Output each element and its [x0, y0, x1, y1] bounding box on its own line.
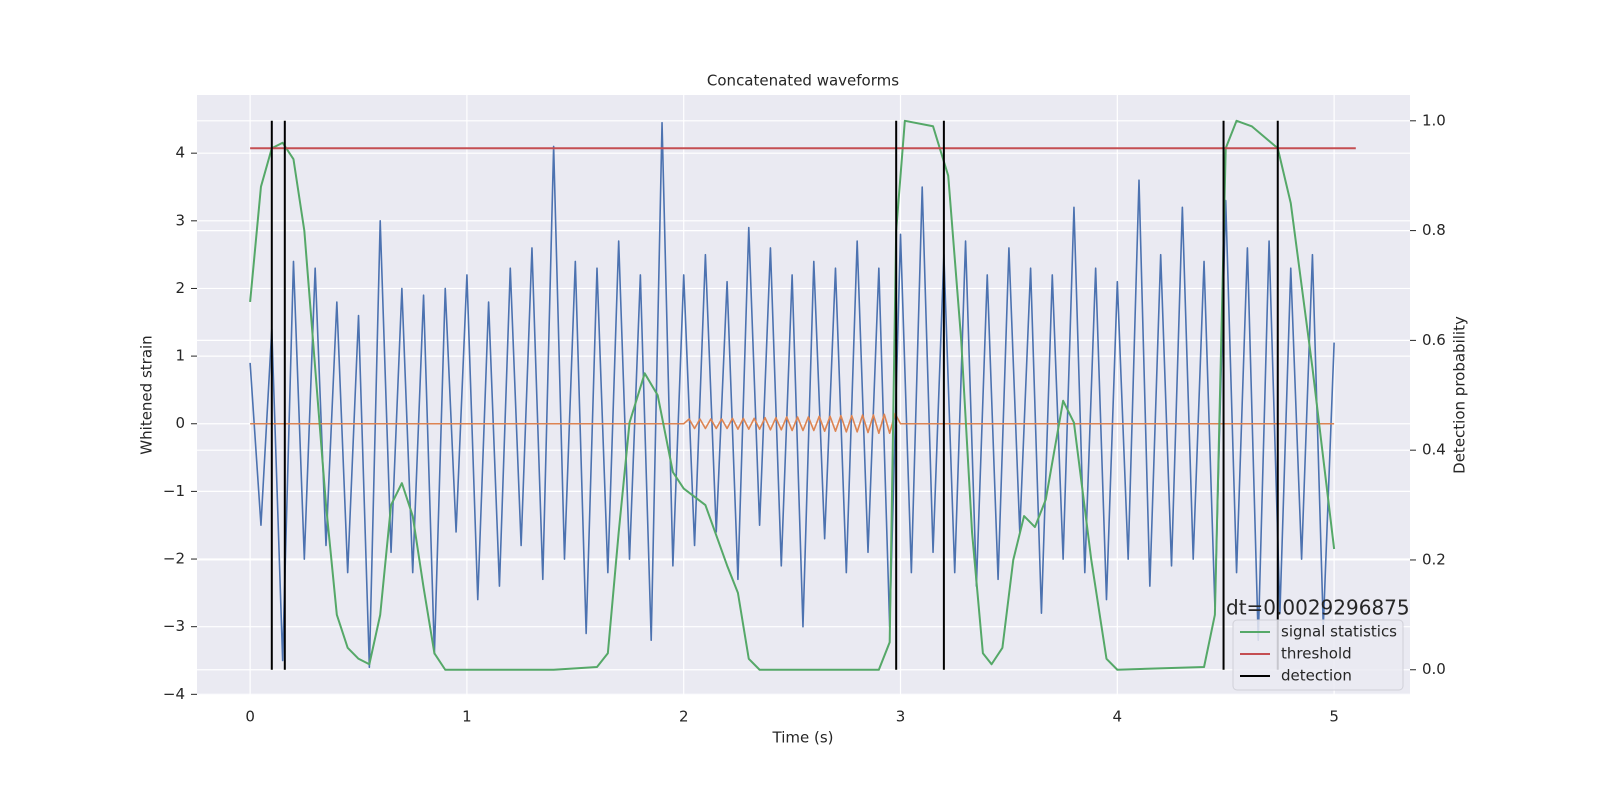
- series-line: [249, 121, 1335, 669]
- y-tick-label: −1: [163, 482, 185, 500]
- legend: signal statistics threshold detection: [1232, 619, 1404, 691]
- x-tick-label: 1: [462, 708, 472, 726]
- x-tick-label: 4: [1113, 708, 1123, 726]
- chart-title: Concatenated waveforms: [707, 72, 899, 90]
- y-tick-label: 3: [175, 211, 185, 229]
- y-tick-label: 0: [175, 414, 185, 432]
- x-tick-label: 2: [679, 708, 689, 726]
- x-tick-label: 3: [896, 708, 906, 726]
- y2-tick-label: 0.6: [1422, 331, 1446, 349]
- x-tick-label: 5: [1329, 708, 1339, 726]
- y-axis-label: Whitened strain: [138, 335, 156, 454]
- y2-tick-label: 1.0: [1422, 111, 1446, 129]
- y-tick-label: −2: [163, 550, 185, 568]
- x-axis-label: Time (s): [772, 729, 834, 747]
- y-tick-label: 2: [175, 279, 185, 297]
- legend-label: detection: [1281, 667, 1352, 685]
- y-tick-label: −4: [163, 685, 185, 703]
- y2-axis-label: Detection probability: [1451, 316, 1469, 474]
- legend-box: [1232, 619, 1404, 691]
- legend-label: signal statistics: [1281, 623, 1397, 641]
- y2-tick-label: 0.8: [1422, 221, 1446, 239]
- series-line: [250, 412, 1335, 435]
- y-tick-label: 4: [175, 144, 185, 162]
- y-tick-label: 1: [175, 347, 185, 365]
- series-line: [249, 119, 1336, 671]
- y-tick-label: −3: [163, 617, 185, 635]
- y2-tick-label: 0.0: [1422, 660, 1446, 678]
- legend-label: threshold: [1281, 645, 1352, 663]
- marks: [249, 119, 1356, 671]
- y2-tick-label: 0.2: [1422, 550, 1446, 568]
- x-tick-label: 0: [245, 708, 255, 726]
- y2-tick-label: 0.4: [1422, 441, 1446, 459]
- labels: 0 1 2 3 4 5 −4 −3 −2 −1 0 1 2 3 4 0.0 0.2 0.4 0.6 0.8 1.0: [163, 111, 1446, 725]
- annotation: dt=0.0029296875: [1226, 596, 1410, 620]
